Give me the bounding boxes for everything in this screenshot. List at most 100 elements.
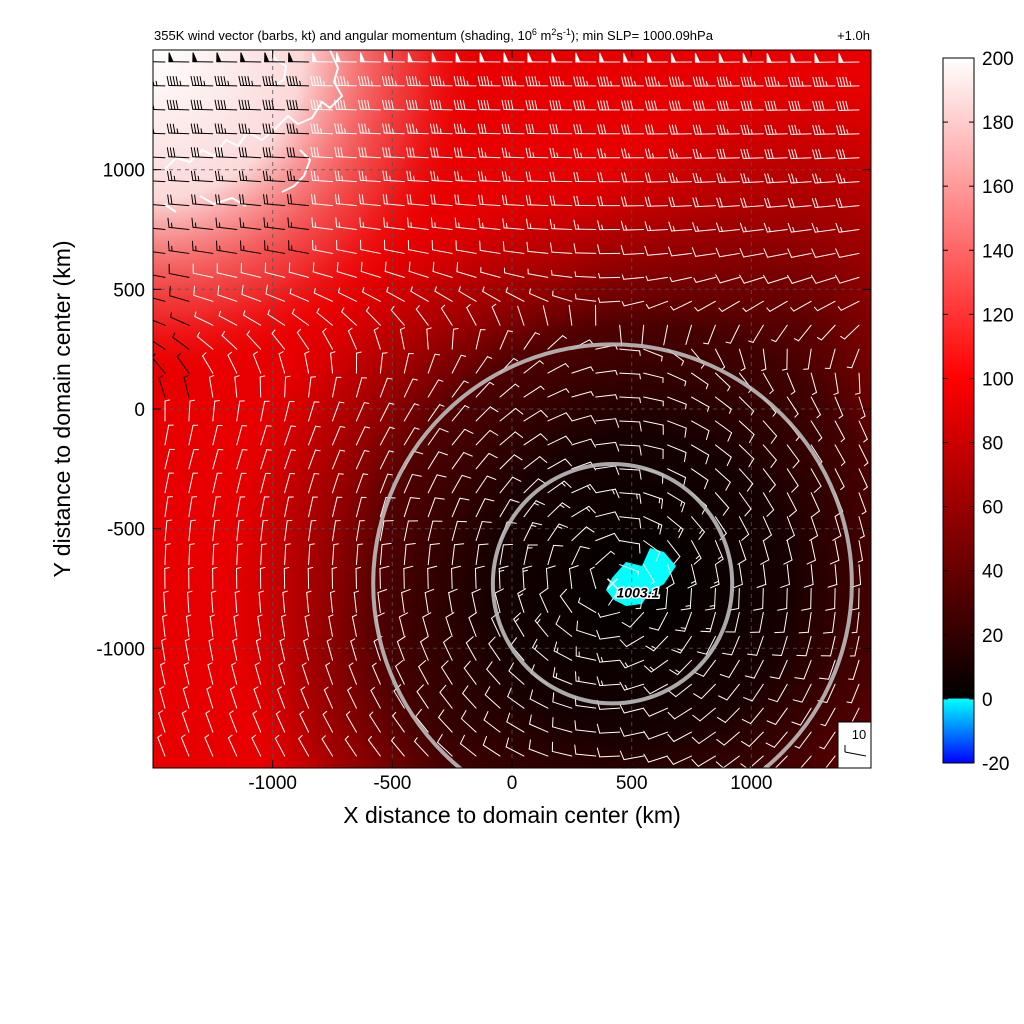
time-label: +1.0h [837, 28, 870, 43]
wind-barb [523, 500, 545, 518]
wind-barb [691, 372, 709, 390]
wind-barb [575, 646, 597, 661]
wind-barb [164, 399, 171, 422]
wind-barb [278, 351, 286, 374]
wind-barb [205, 710, 214, 733]
colorbar-tick-label: -20 [982, 754, 1009, 775]
wind-barb [212, 566, 218, 589]
wind-barb [787, 222, 812, 233]
wind-barb [168, 52, 190, 63]
wind-barb [691, 540, 702, 565]
wind-barb [788, 124, 812, 135]
wind-barb [212, 449, 224, 470]
wind-barb [525, 171, 549, 183]
wind-barb [408, 261, 429, 278]
wind-barb [434, 286, 453, 302]
wind-barb [164, 519, 172, 542]
wind-barb [835, 173, 860, 184]
wind-barb [304, 614, 310, 637]
colorbar-tick-label: 100 [982, 369, 1014, 390]
wind-barb [190, 99, 214, 111]
wind-barb [153, 297, 166, 302]
wind-barb [812, 173, 836, 184]
wind-barb [379, 565, 390, 589]
wind-barb [597, 76, 621, 87]
wind-barb [491, 303, 501, 326]
wind-barb [717, 707, 740, 723]
wind-barb [499, 330, 513, 350]
wind-barb [382, 99, 405, 111]
wind-barb [743, 683, 764, 702]
wind-barb [716, 148, 740, 159]
wind-barb [499, 454, 523, 470]
wind-barb [692, 124, 716, 135]
wind-barb [501, 100, 525, 111]
wind-barb [597, 220, 621, 231]
wind-barb [236, 472, 247, 494]
wind-barb [643, 516, 663, 535]
colorbar-tick-label: 0 [982, 690, 993, 711]
wind-barb [568, 565, 579, 589]
wind-barb [207, 662, 214, 685]
wind-barb [715, 247, 740, 258]
wind-barb [355, 566, 362, 589]
wind-barb [525, 123, 549, 135]
wind-barb [643, 396, 664, 407]
wind-barb [762, 372, 774, 395]
wind-barb [715, 274, 740, 284]
wind-barb [766, 53, 788, 63]
wind-barb [348, 662, 357, 685]
wind-barb [358, 194, 381, 207]
wind-barb [619, 516, 642, 529]
wind-barb [358, 123, 381, 135]
wind-barb [486, 661, 501, 685]
wind-barb [803, 564, 814, 588]
wind-barb [396, 636, 406, 661]
wind-barb [829, 540, 840, 565]
wind-barb [407, 239, 429, 254]
wind-barb [439, 684, 453, 709]
wind-barb [523, 456, 548, 470]
wind-barb [740, 124, 764, 135]
wind-barb [316, 308, 333, 326]
wind-barb [284, 425, 297, 446]
wind-barb [525, 195, 549, 207]
wind-barb [462, 685, 477, 709]
wind-barb [477, 76, 501, 87]
low-momentum-region [606, 548, 676, 606]
wind-barb [262, 75, 286, 87]
wind-barb [188, 399, 195, 422]
wind-barb [801, 588, 812, 611]
wind-barb [525, 147, 549, 159]
wind-barb [153, 251, 166, 254]
wind-barb [718, 52, 740, 63]
wind-barb [277, 686, 286, 709]
wind-barb [479, 52, 501, 63]
wind-barb [162, 614, 168, 637]
wind-barb [355, 351, 362, 374]
wind-barb [573, 219, 597, 230]
wind-barb [167, 217, 190, 230]
wind-barb [431, 52, 453, 63]
wind-barb [667, 372, 687, 387]
wind-barb [767, 683, 788, 703]
wind-barb [589, 566, 597, 589]
wind-barb [597, 297, 621, 303]
wind-barb [669, 659, 692, 676]
wind-barb [575, 671, 597, 685]
wind-barb [670, 52, 692, 63]
wind-barb [760, 540, 770, 565]
wind-barb [336, 239, 357, 254]
wind-barb [833, 372, 839, 396]
wind-barb [499, 431, 524, 446]
wind-barb [460, 710, 477, 733]
wind-barb [694, 52, 716, 63]
wind-barb [188, 519, 197, 542]
colorbar-tick-label: 40 [982, 562, 1003, 583]
wind-barb [280, 614, 287, 637]
wind-barb [158, 375, 166, 398]
wind-barb [619, 324, 623, 346]
wind-barb [431, 240, 453, 254]
wind-barb [765, 731, 788, 748]
wind-barb [670, 300, 692, 311]
